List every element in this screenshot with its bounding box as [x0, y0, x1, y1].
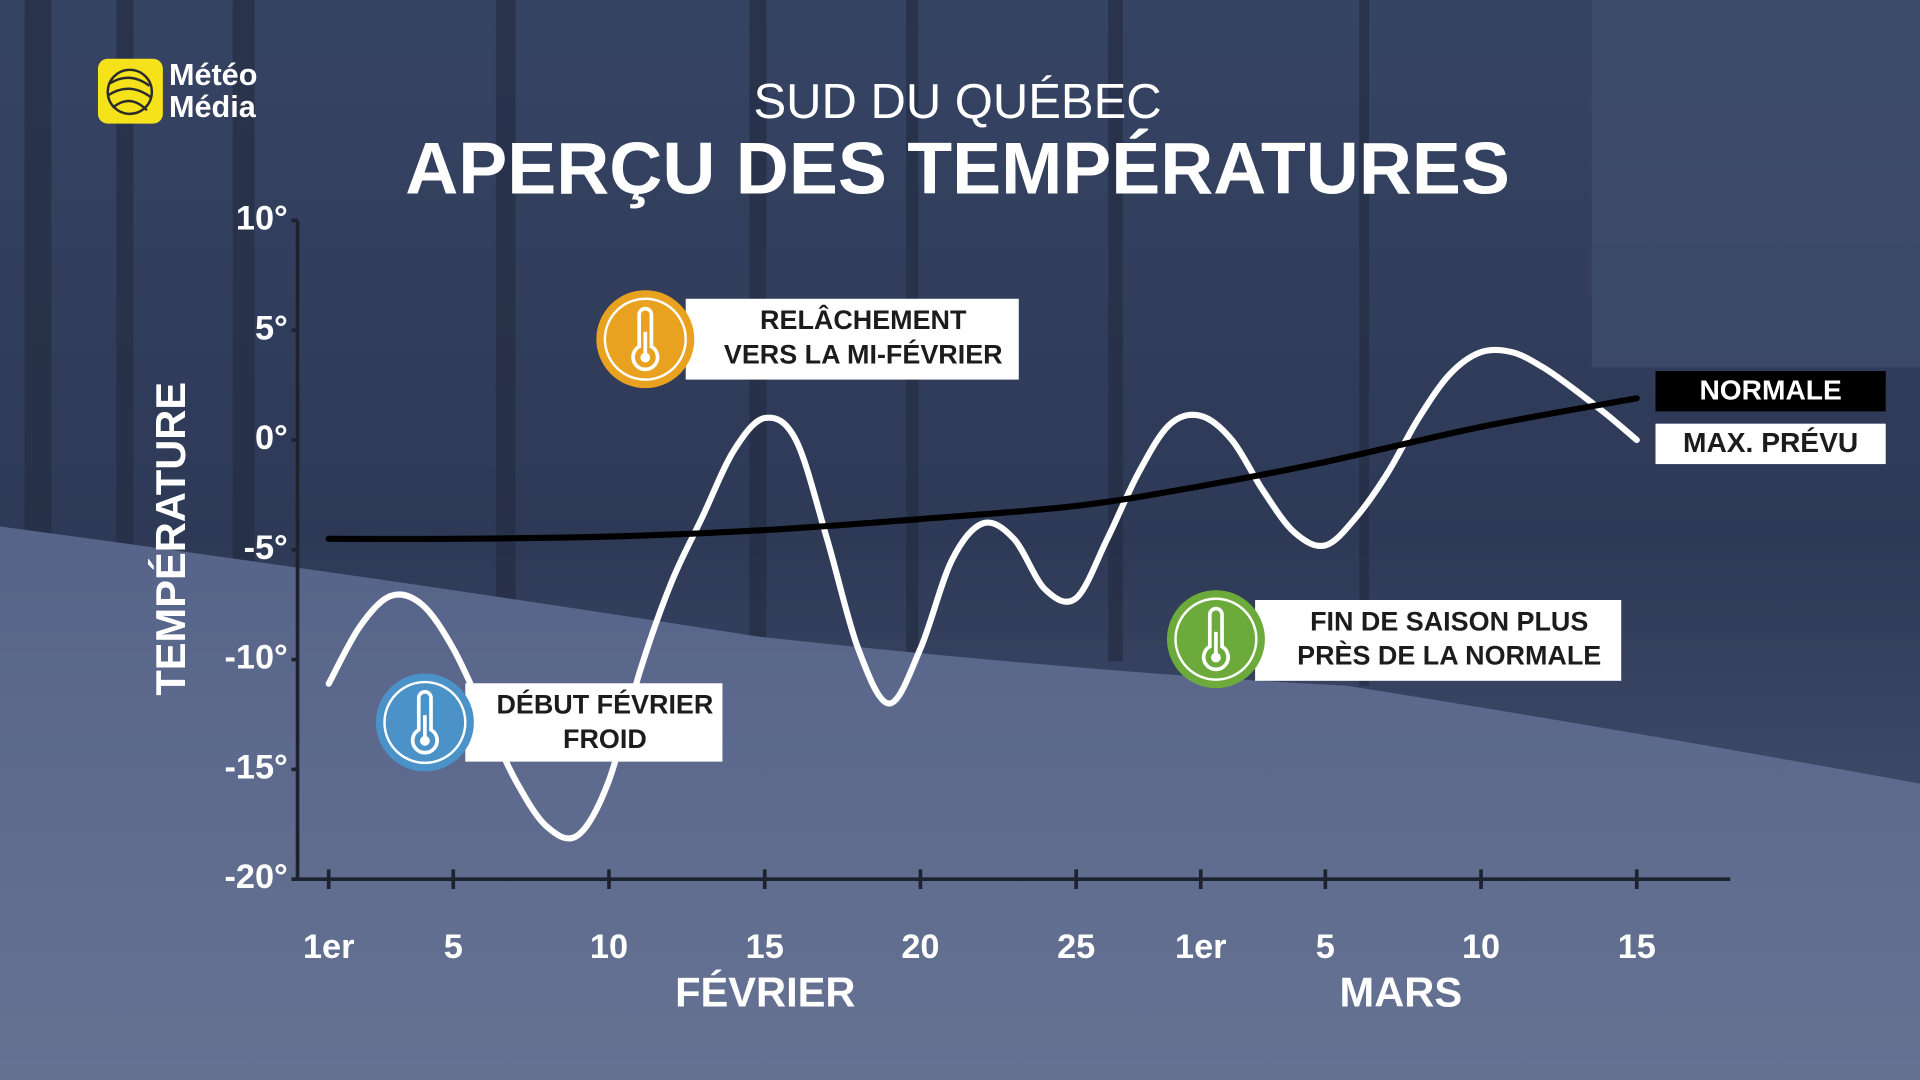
- thermometer-bulb: [640, 352, 651, 363]
- icon-ring: [383, 680, 467, 765]
- annotation-text: FROID: [563, 724, 647, 754]
- annotation-box: [465, 683, 723, 762]
- y-tick-label: -10°: [225, 639, 288, 677]
- x-tick-label: 5: [444, 928, 463, 966]
- line: [325, 346, 1640, 842]
- logo: Météo Média: [97, 58, 257, 124]
- annotation: FIN DE SAISON PLUS PRÈS DE LA NORMALE: [1166, 590, 1622, 689]
- thermometer: [631, 306, 660, 372]
- icon-ring: [1174, 597, 1258, 681]
- annotation-text: RELÂCHEMENT: [760, 304, 967, 335]
- thermometer: [1201, 606, 1230, 672]
- x-tick-label: 15: [1618, 928, 1656, 966]
- x-tick-label: 20: [901, 928, 939, 966]
- annotation-text: DÉBUT FÉVRIER: [496, 689, 713, 720]
- x-tick-label: 10: [590, 928, 628, 966]
- line: [325, 395, 1640, 543]
- y-tick-label: 0°: [255, 419, 288, 457]
- thermometer-bulb: [1211, 652, 1221, 663]
- y-tick-label: -5°: [244, 529, 288, 567]
- icon-ring: [603, 297, 687, 381]
- legend-label: NORMALE: [1699, 374, 1841, 405]
- legend-box: [1655, 423, 1886, 465]
- legend-label: MAX. PRÉVU: [1683, 427, 1858, 458]
- logo-text: Météo: [169, 58, 257, 92]
- thermometer: [410, 690, 439, 755]
- x-tick-label: 15: [746, 928, 784, 966]
- chart-subtitle: SUD DU QUÉBEC: [753, 75, 1161, 129]
- y-tick-label: -20°: [225, 858, 288, 896]
- legend-box: [1655, 371, 1886, 412]
- chart-title: APERÇU DES TEMPÉRATURES: [405, 126, 1510, 209]
- x-tick-label: 1er: [1175, 928, 1226, 966]
- annotation-text: PRÈS DE LA NORMALE: [1297, 640, 1601, 671]
- annotation-box: [685, 298, 1019, 380]
- logo-text: Média: [169, 90, 257, 124]
- annotation-text: VERS LA MI-FÉVRIER: [724, 338, 1003, 369]
- x-tick-label: 10: [1462, 928, 1500, 966]
- x-tick-label: 1er: [303, 928, 354, 966]
- x-tick-label: 5: [1316, 928, 1335, 966]
- y-tick-label: -15°: [225, 748, 288, 786]
- annotation-box: [1255, 600, 1622, 681]
- x-tick-label: 25: [1057, 928, 1095, 966]
- y-tick-label: 5°: [255, 309, 288, 347]
- y-axis-title: TEMPÉRATURE: [147, 382, 194, 696]
- thermometer-bulb: [420, 735, 430, 746]
- annotation-text: FIN DE SAISON PLUS: [1310, 606, 1588, 636]
- y-tick-label: 10°: [236, 199, 288, 237]
- x-group-label: MARS: [1340, 969, 1463, 1016]
- x-group-label: FÉVRIER: [675, 969, 855, 1016]
- annotation: DÉBUT FÉVRIER FROID: [375, 673, 723, 772]
